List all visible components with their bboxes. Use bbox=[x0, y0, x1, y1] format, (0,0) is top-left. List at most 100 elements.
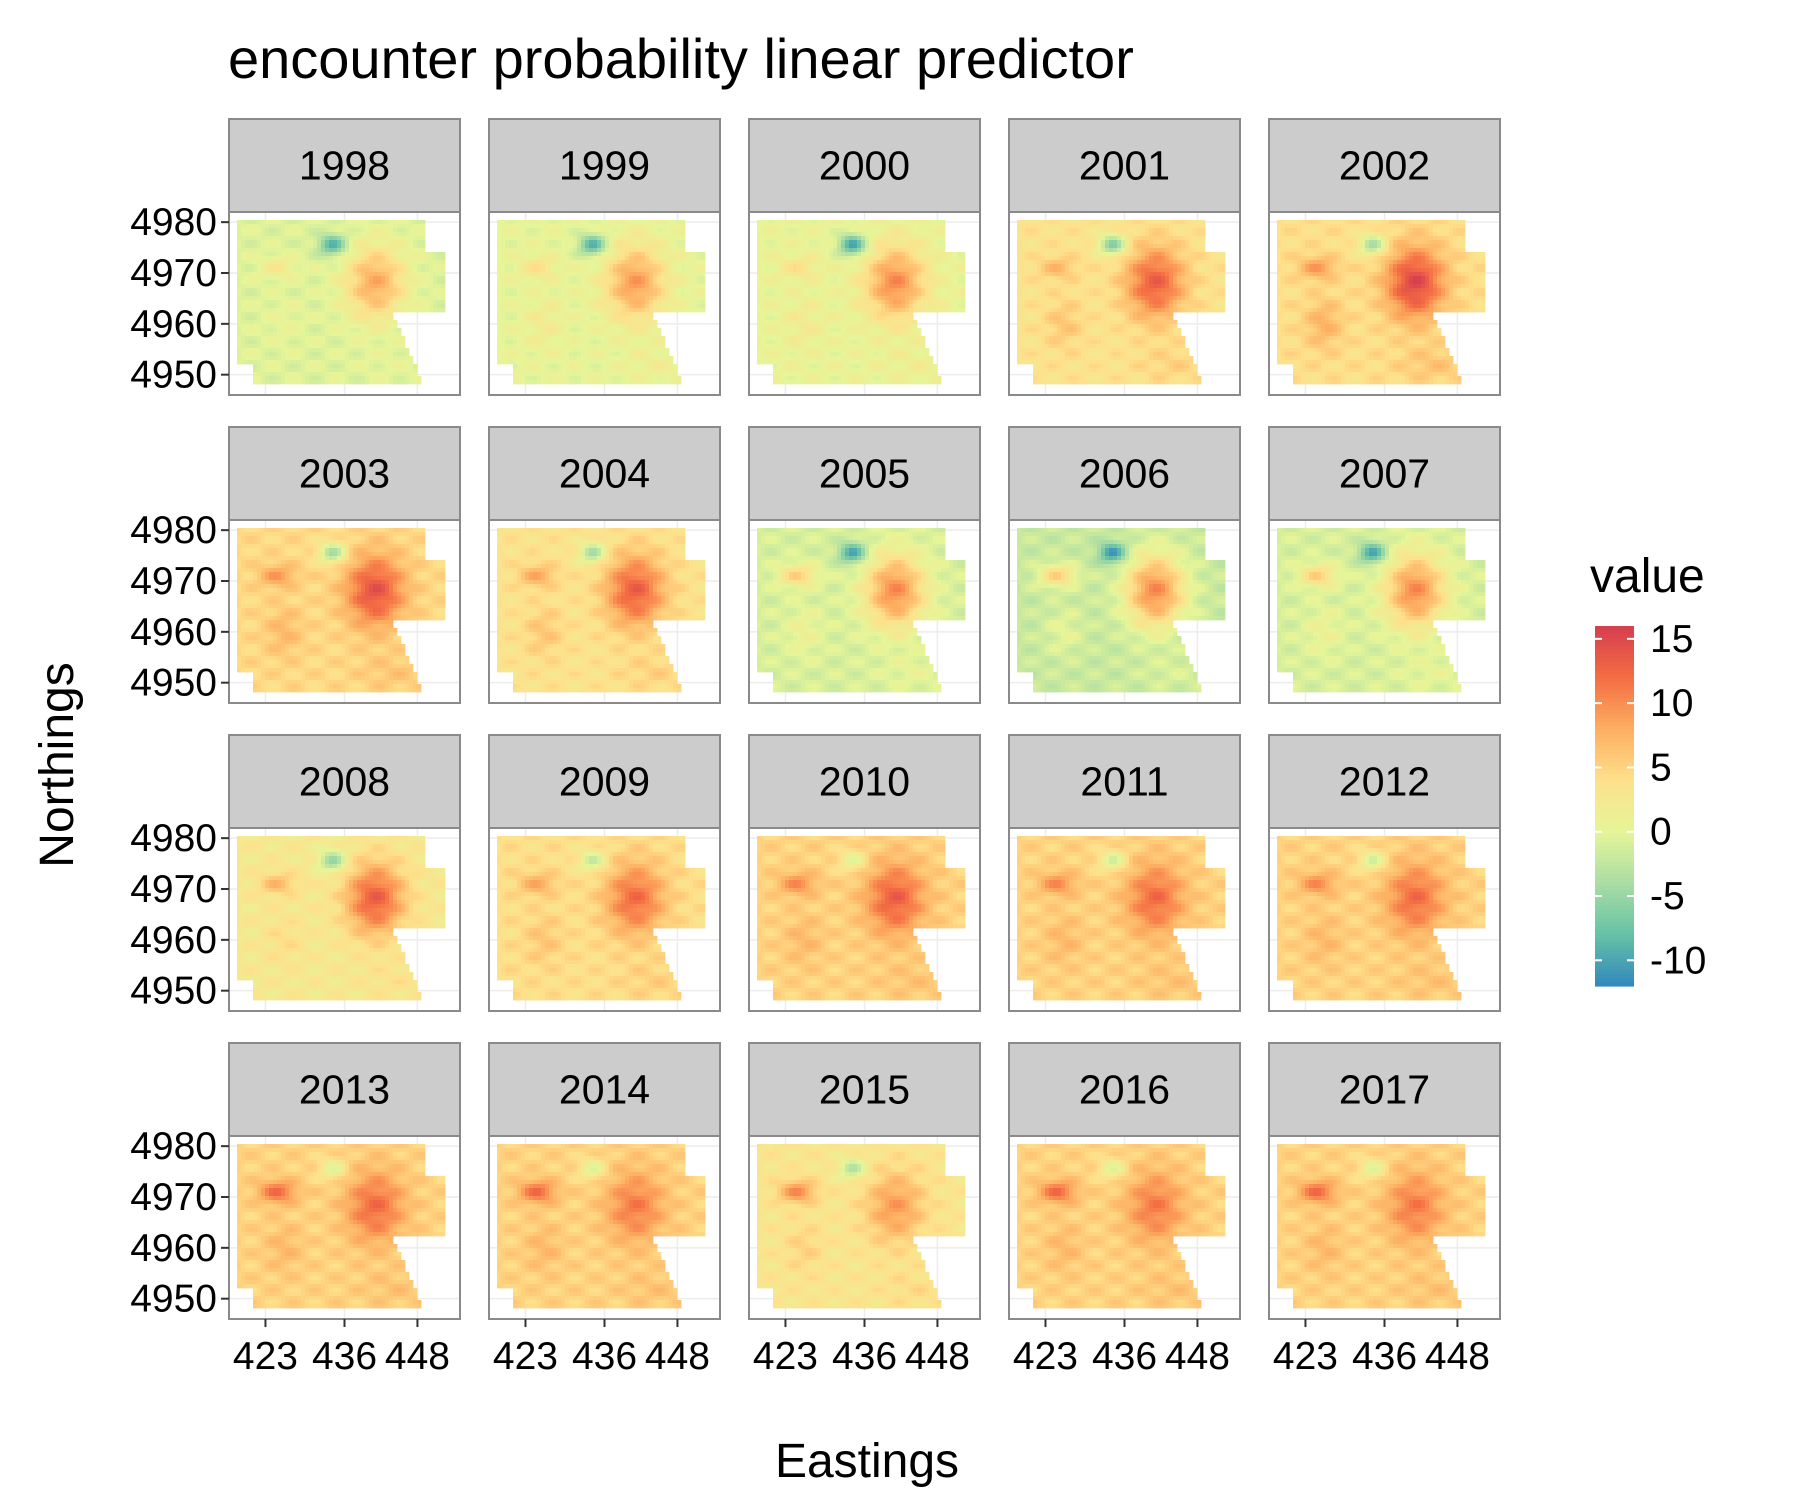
heatmap-cell bbox=[353, 244, 358, 249]
heatmap-cell bbox=[277, 316, 282, 321]
heatmap-cell bbox=[893, 240, 898, 245]
heatmap-cell bbox=[553, 336, 558, 341]
heatmap-cell bbox=[769, 236, 774, 241]
heatmap-cell bbox=[337, 376, 342, 381]
heatmap-cell bbox=[253, 368, 258, 373]
heatmap-cell bbox=[693, 296, 698, 301]
heatmap-cell bbox=[525, 340, 530, 345]
heatmap-cell bbox=[349, 240, 354, 245]
heatmap-cell bbox=[425, 276, 430, 281]
heatmap-cell bbox=[513, 236, 518, 241]
heatmap-cell bbox=[397, 300, 402, 305]
heatmap-cell bbox=[697, 276, 702, 281]
heatmap-cell bbox=[617, 340, 622, 345]
heatmap-cell bbox=[765, 288, 770, 293]
heatmap-cell bbox=[257, 300, 262, 305]
heatmap-cell bbox=[249, 232, 254, 237]
heatmap-cell bbox=[625, 252, 630, 257]
heatmap-cell bbox=[813, 300, 818, 305]
heatmap-cell bbox=[857, 244, 862, 249]
heatmap-cell bbox=[413, 272, 418, 277]
heatmap-cell bbox=[549, 236, 554, 241]
heatmap-cell bbox=[765, 296, 770, 301]
heatmap-cell bbox=[637, 252, 642, 257]
heatmap-cell bbox=[373, 224, 378, 229]
heatmap-cell bbox=[285, 348, 290, 353]
heatmap-cell bbox=[637, 360, 642, 365]
heatmap-cell bbox=[273, 252, 278, 257]
heatmap-cell bbox=[909, 296, 914, 301]
heatmap-cell bbox=[873, 236, 878, 241]
heatmap-cell bbox=[917, 308, 922, 313]
heatmap-cell bbox=[321, 360, 326, 365]
heatmap-cell bbox=[377, 332, 382, 337]
heatmap-cell bbox=[505, 236, 510, 241]
heatmap-cell bbox=[313, 380, 318, 385]
heatmap-cell bbox=[673, 284, 678, 289]
heatmap-cell bbox=[793, 300, 798, 305]
heatmap-cell bbox=[341, 272, 346, 277]
heatmap-cell bbox=[929, 232, 934, 237]
heatmap-cell bbox=[505, 220, 510, 225]
heatmap-cell bbox=[601, 264, 606, 269]
heatmap-cell bbox=[357, 300, 362, 305]
heatmap-cell bbox=[553, 296, 558, 301]
heatmap-cell bbox=[885, 268, 890, 273]
heatmap-cell bbox=[433, 284, 438, 289]
heatmap-cell bbox=[341, 300, 346, 305]
heatmap-cell bbox=[837, 280, 842, 285]
heatmap-cell bbox=[573, 220, 578, 225]
heatmap-cell bbox=[269, 236, 274, 241]
heatmap-cell bbox=[829, 264, 834, 269]
heatmap-cell bbox=[649, 364, 654, 369]
heatmap-cell bbox=[245, 272, 250, 277]
heatmap-cell bbox=[661, 304, 666, 309]
heatmap-cell bbox=[405, 308, 410, 313]
heatmap-cell bbox=[633, 284, 638, 289]
heatmap-cell bbox=[313, 328, 318, 333]
heatmap-cell bbox=[833, 304, 838, 309]
heatmap-cell bbox=[365, 300, 370, 305]
heatmap-cell bbox=[437, 256, 442, 261]
heatmap-cell bbox=[633, 276, 638, 281]
heatmap-cell bbox=[321, 356, 326, 361]
heatmap-cell bbox=[957, 288, 962, 293]
heatmap-cell bbox=[281, 284, 286, 289]
heatmap-cell bbox=[777, 276, 782, 281]
heatmap-cell bbox=[277, 272, 282, 277]
heatmap-cell bbox=[589, 332, 594, 337]
heatmap-cell bbox=[381, 380, 386, 385]
heatmap-cell bbox=[665, 300, 670, 305]
heatmap-cell bbox=[337, 252, 342, 257]
heatmap-cell bbox=[249, 260, 254, 265]
heatmap-cell bbox=[257, 376, 262, 381]
heatmap-cell bbox=[829, 228, 834, 233]
heatmap-cell bbox=[861, 224, 866, 229]
heatmap-cell bbox=[369, 360, 374, 365]
heatmap-cell bbox=[629, 316, 634, 321]
heatmap-cell bbox=[581, 364, 586, 369]
heatmap-cell bbox=[289, 380, 294, 385]
heatmap-cell bbox=[905, 220, 910, 225]
heatmap-cell bbox=[625, 308, 630, 313]
heatmap-cell bbox=[637, 264, 642, 269]
heatmap-cell bbox=[525, 232, 530, 237]
heatmap-cell bbox=[305, 312, 310, 317]
heatmap-cell bbox=[297, 324, 302, 329]
heatmap-cell bbox=[625, 220, 630, 225]
heatmap-cell bbox=[309, 300, 314, 305]
heatmap-cell bbox=[289, 332, 294, 337]
heatmap-cell bbox=[317, 332, 322, 337]
heatmap-cell bbox=[345, 276, 350, 281]
heatmap-cell bbox=[361, 300, 366, 305]
heatmap-cell bbox=[697, 264, 702, 269]
heatmap-cell bbox=[617, 288, 622, 293]
heatmap-cell bbox=[413, 228, 418, 233]
heatmap-cell bbox=[805, 264, 810, 269]
heatmap-cell bbox=[421, 228, 426, 233]
heatmap-cell bbox=[557, 292, 562, 297]
heatmap-cell bbox=[577, 300, 582, 305]
heatmap-cell bbox=[853, 296, 858, 301]
heatmap-cell bbox=[617, 372, 622, 377]
heatmap-cell bbox=[429, 300, 434, 305]
